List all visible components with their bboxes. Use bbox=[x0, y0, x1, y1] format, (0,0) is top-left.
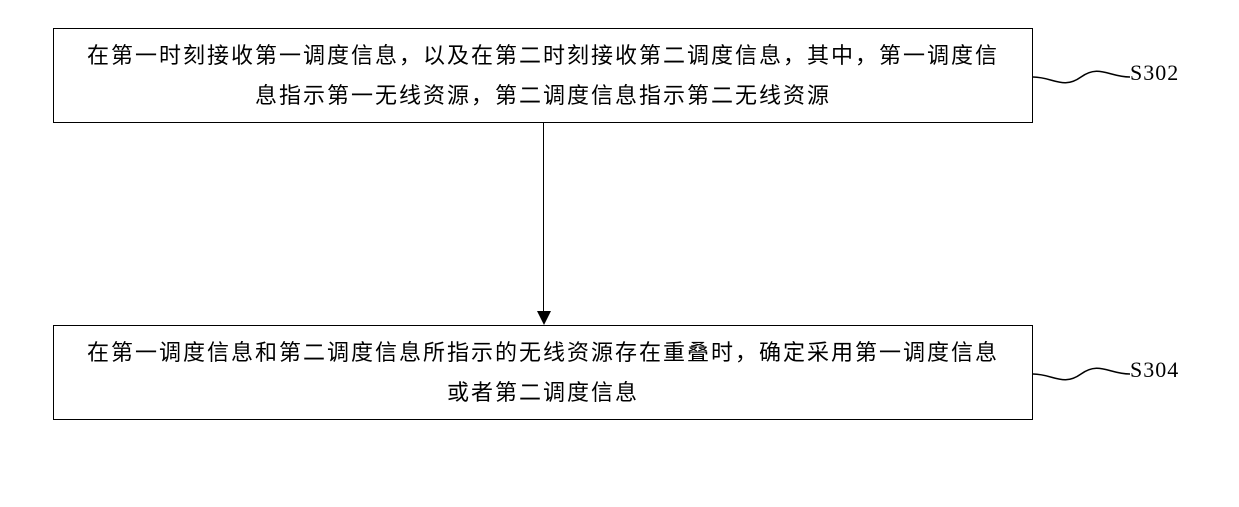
arrow-line bbox=[543, 123, 544, 313]
step-2-text: 在第一调度信息和第二调度信息所指示的无线资源存在重叠时，确定采用第一调度信息或者… bbox=[84, 333, 1002, 412]
flowchart-step-2: 在第一调度信息和第二调度信息所指示的无线资源存在重叠时，确定采用第一调度信息或者… bbox=[53, 325, 1033, 420]
connector-curve-2 bbox=[1033, 359, 1130, 389]
step-1-label: S302 bbox=[1130, 60, 1179, 86]
step-1-text: 在第一时刻接收第一调度信息，以及在第二时刻接收第二调度信息，其中，第一调度信息指… bbox=[84, 36, 1002, 115]
connector-curve-1 bbox=[1033, 62, 1130, 92]
flowchart-step-1: 在第一时刻接收第一调度信息，以及在第二时刻接收第二调度信息，其中，第一调度信息指… bbox=[53, 28, 1033, 123]
arrow-head-icon bbox=[537, 311, 551, 325]
flowchart-arrow-1 bbox=[543, 123, 544, 325]
step-2-label: S304 bbox=[1130, 357, 1179, 383]
flowchart-container: 在第一时刻接收第一调度信息，以及在第二时刻接收第二调度信息，其中，第一调度信息指… bbox=[0, 0, 1239, 507]
